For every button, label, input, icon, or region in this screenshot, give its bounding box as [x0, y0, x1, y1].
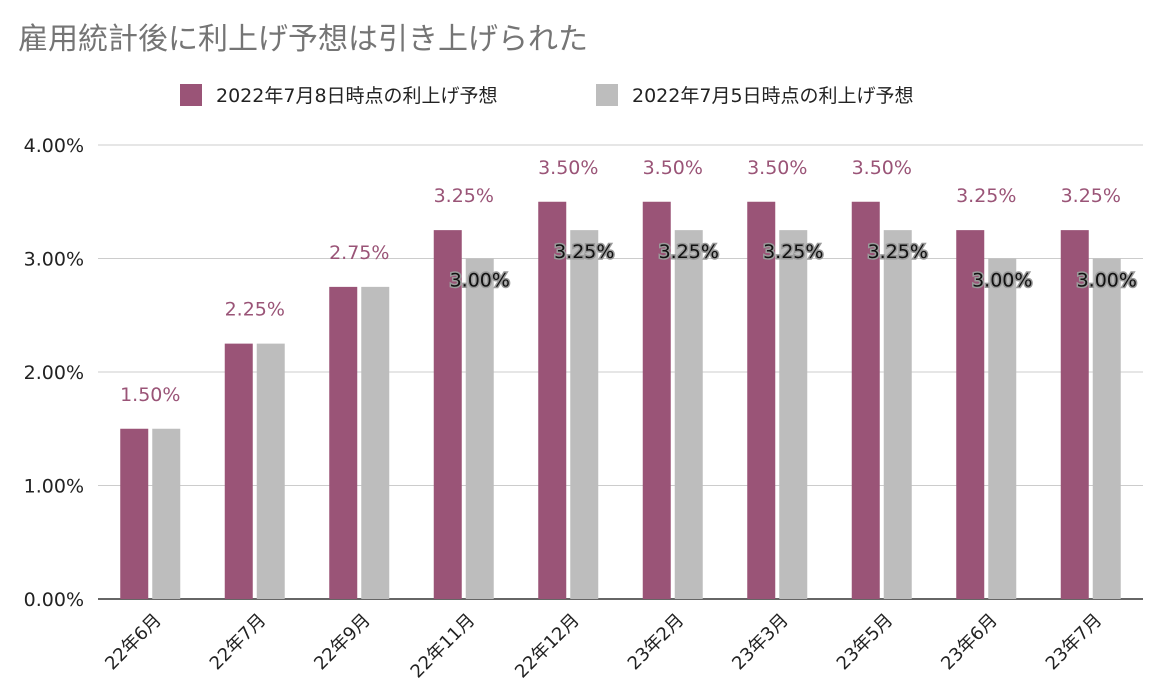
- data-label-series-1: 3.50%: [643, 157, 703, 179]
- data-labels: 1.50% 2.25% 2.75% 3.25% 3.00% 3.50% 3.25% 3.50%…: [120, 157, 1138, 406]
- bar-series-1: [642, 201, 671, 599]
- data-label-series-1: 3.25%: [1061, 185, 1121, 207]
- x-tick-label: 23年6月: [937, 610, 1002, 675]
- bar-series-2: [152, 428, 181, 599]
- x-tick-label: 22年7月: [206, 610, 271, 675]
- bars: [120, 201, 1121, 599]
- bar-series-1: [956, 230, 985, 599]
- y-tick-label: 0.00%: [24, 589, 84, 611]
- x-tick-label: 23年7月: [1042, 610, 1107, 675]
- legend-swatch-1: [180, 84, 202, 106]
- gridlines: [98, 144, 1143, 600]
- bar-series-1: [329, 286, 358, 599]
- x-tick-label: 22年12月: [511, 610, 584, 683]
- y-tick-label: 4.00%: [24, 135, 84, 157]
- bar-series-1: [224, 343, 253, 599]
- legend: 2022年7月8日時点の利上げ予想 2022年7月5日時点の利上げ予想: [180, 84, 914, 107]
- bar-series-1: [433, 230, 462, 599]
- y-tick-label: 1.00%: [24, 476, 84, 498]
- y-tick-label: 3.00%: [24, 249, 84, 271]
- data-label-series-1: 3.25%: [956, 185, 1016, 207]
- data-label-series-1: 2.25%: [225, 299, 285, 321]
- legend-swatch-2: [596, 84, 618, 106]
- bar-series-2: [988, 258, 1017, 599]
- bar-series-2: [361, 286, 390, 599]
- bar-series-2: [883, 230, 912, 599]
- legend-label-1: 2022年7月8日時点の利上げ予想: [216, 85, 498, 107]
- bar-series-1: [851, 201, 880, 599]
- x-axis: 22年6月 22年7月 22年9月 22年11月 22年12月 23年2月 23年3月 23年…: [101, 610, 1106, 683]
- bar-series-1: [538, 201, 567, 599]
- bar-series-1: [747, 201, 776, 599]
- chart-title: 雇用統計後に利上げ予想は引き上げられた: [18, 22, 588, 57]
- bar-series-2: [465, 258, 494, 599]
- bar-series-2: [1092, 258, 1121, 599]
- data-label-series-2: 3.25%: [763, 241, 823, 263]
- data-label-series-2: 3.00%: [450, 270, 510, 292]
- bar-series-1: [1060, 230, 1089, 599]
- bar-series-2: [779, 230, 808, 599]
- x-tick-label: 23年5月: [833, 610, 898, 675]
- bar-series-2: [570, 230, 599, 599]
- x-tick-label: 23年2月: [624, 610, 689, 675]
- data-label-series-2: 3.00%: [972, 270, 1032, 292]
- bar-series-2: [674, 230, 703, 599]
- data-label-series-2: 3.25%: [554, 241, 614, 263]
- bar-series-2: [256, 343, 285, 599]
- data-label-series-2: 3.25%: [659, 241, 719, 263]
- x-tick-label: 23年3月: [728, 610, 793, 675]
- legend-label-2: 2022年7月5日時点の利上げ予想: [632, 85, 914, 107]
- data-label-series-2: 3.00%: [1077, 270, 1137, 292]
- data-label-series-1: 3.50%: [852, 157, 912, 179]
- y-axis: 0.00% 1.00% 2.00% 3.00% 4.00%: [24, 135, 84, 611]
- data-label-series-1: 3.50%: [538, 157, 598, 179]
- data-label-series-1: 2.75%: [329, 242, 389, 264]
- data-label-series-1: 3.25%: [434, 185, 494, 207]
- bar-series-1: [120, 428, 149, 599]
- x-tick-label: 22年6月: [101, 610, 166, 675]
- x-tick-label: 22年9月: [310, 610, 375, 675]
- y-tick-label: 2.00%: [24, 362, 84, 384]
- x-tick-label: 22年11月: [407, 610, 480, 683]
- data-label-series-1: 1.50%: [120, 384, 180, 406]
- data-label-series-1: 3.50%: [747, 157, 807, 179]
- data-label-series-2: 3.25%: [868, 241, 928, 263]
